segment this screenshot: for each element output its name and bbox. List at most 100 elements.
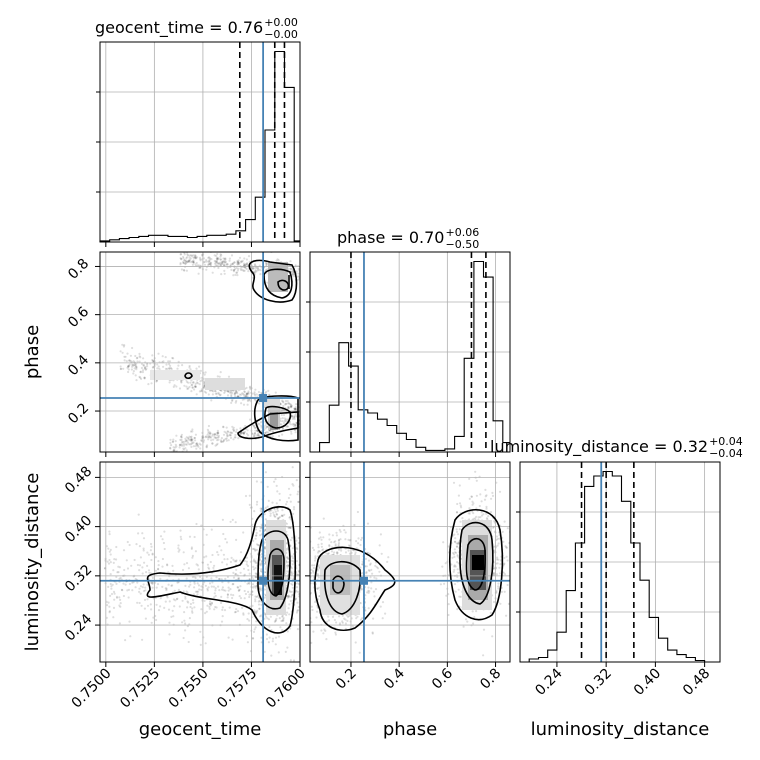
scatter-point — [126, 540, 129, 544]
scatter-point — [209, 560, 212, 564]
scatter-point — [143, 607, 146, 610]
scatter-point — [247, 568, 250, 572]
scatter-point — [506, 559, 509, 562]
scatter-point — [264, 471, 267, 474]
scatter-point — [115, 558, 118, 561]
scatter-point — [214, 437, 217, 440]
scatter-point — [286, 557, 290, 560]
scatter-point — [256, 429, 259, 432]
scatter-point — [198, 390, 201, 393]
scatter-point — [257, 603, 261, 606]
scatter-point — [507, 602, 510, 606]
scatter-point — [176, 581, 179, 584]
scatter-point — [467, 512, 470, 515]
scatter-point — [218, 577, 221, 581]
scatter-point — [215, 260, 218, 263]
scatter-point — [290, 595, 293, 598]
scatter-point — [247, 270, 250, 273]
scatter-point — [141, 371, 144, 374]
scatter-point — [207, 260, 210, 263]
scatter-point — [301, 576, 303, 578]
scatter-point — [322, 548, 325, 551]
scatter-point — [156, 583, 160, 586]
scatter-point — [237, 586, 240, 589]
scatter-point — [316, 569, 319, 572]
scatter-point — [493, 549, 496, 552]
scatter-point — [185, 436, 188, 439]
scatter-point — [138, 360, 141, 363]
scatter-point — [130, 564, 133, 567]
scatter-point — [188, 535, 192, 538]
scatter-point — [151, 358, 154, 362]
scatter-point — [305, 608, 307, 610]
scatter-point — [303, 605, 305, 607]
scatter-point — [447, 613, 450, 617]
scatter-point — [244, 249, 246, 251]
scatter-point — [115, 596, 119, 599]
scatter-point — [183, 384, 186, 387]
scatter-point — [183, 259, 186, 262]
scatter-point — [302, 402, 304, 404]
scatter-point — [297, 490, 300, 493]
scatter-point — [471, 503, 474, 506]
scatter-point — [294, 413, 297, 416]
scatter-point — [235, 428, 238, 431]
scatter-point — [208, 432, 211, 435]
ticks-layer — [95, 91, 706, 667]
scatter-point — [252, 435, 255, 438]
scatter-point — [216, 551, 219, 554]
scatter-point — [245, 262, 248, 265]
scatter-point — [196, 444, 199, 447]
scatter-point — [151, 581, 154, 584]
scatter-point — [334, 540, 337, 543]
scatter-point — [353, 523, 356, 527]
scatter-point — [238, 595, 241, 598]
scatter-point — [268, 625, 271, 629]
scatter-point — [320, 629, 323, 632]
scatter-point — [226, 266, 229, 269]
scatter-point — [457, 542, 460, 545]
scatter-point — [292, 272, 295, 275]
scatter-point — [501, 530, 504, 534]
scatter-point — [242, 613, 245, 616]
scatter-point — [304, 571, 306, 573]
scatter-point — [203, 390, 206, 393]
scatter-point — [304, 415, 306, 417]
scatter-point — [323, 628, 326, 631]
x-tick-label-geocent_time: 0.7500 — [69, 666, 115, 712]
scatter-point — [293, 407, 296, 410]
scatter-point — [187, 567, 190, 570]
scatter-point — [176, 597, 179, 600]
scatter-point — [127, 368, 130, 371]
scatter-point — [281, 427, 284, 430]
scatter-point — [119, 576, 122, 579]
scatter-point — [132, 360, 135, 363]
scatter-point — [237, 261, 240, 265]
scatter-point — [248, 593, 251, 596]
scatter-point — [234, 395, 237, 398]
scatter-point — [347, 544, 351, 547]
scatter-point — [454, 540, 457, 543]
scatter-point — [180, 436, 183, 439]
scatter-point — [208, 434, 211, 437]
scatter-point — [307, 411, 309, 413]
scatter-point — [248, 494, 251, 497]
scatter-point — [140, 669, 142, 671]
scatter-point — [496, 562, 499, 565]
scatter-point — [220, 261, 223, 264]
scatter-point — [334, 544, 337, 548]
scatter-point — [139, 376, 142, 379]
scatter-point — [216, 442, 219, 445]
scatter-point — [206, 589, 209, 592]
scatter-point — [241, 431, 244, 435]
contour-outer-4 — [146, 506, 297, 634]
scatter-point — [211, 553, 214, 557]
scatter-point — [236, 274, 239, 277]
title-text: geocent_time = 0.76 — [95, 18, 263, 38]
scatter-point — [180, 441, 183, 444]
scatter-point — [117, 565, 120, 568]
scatter-point — [240, 260, 243, 263]
scatter-point — [190, 435, 193, 438]
scatter-point — [183, 453, 185, 455]
scatter-point — [220, 440, 223, 443]
